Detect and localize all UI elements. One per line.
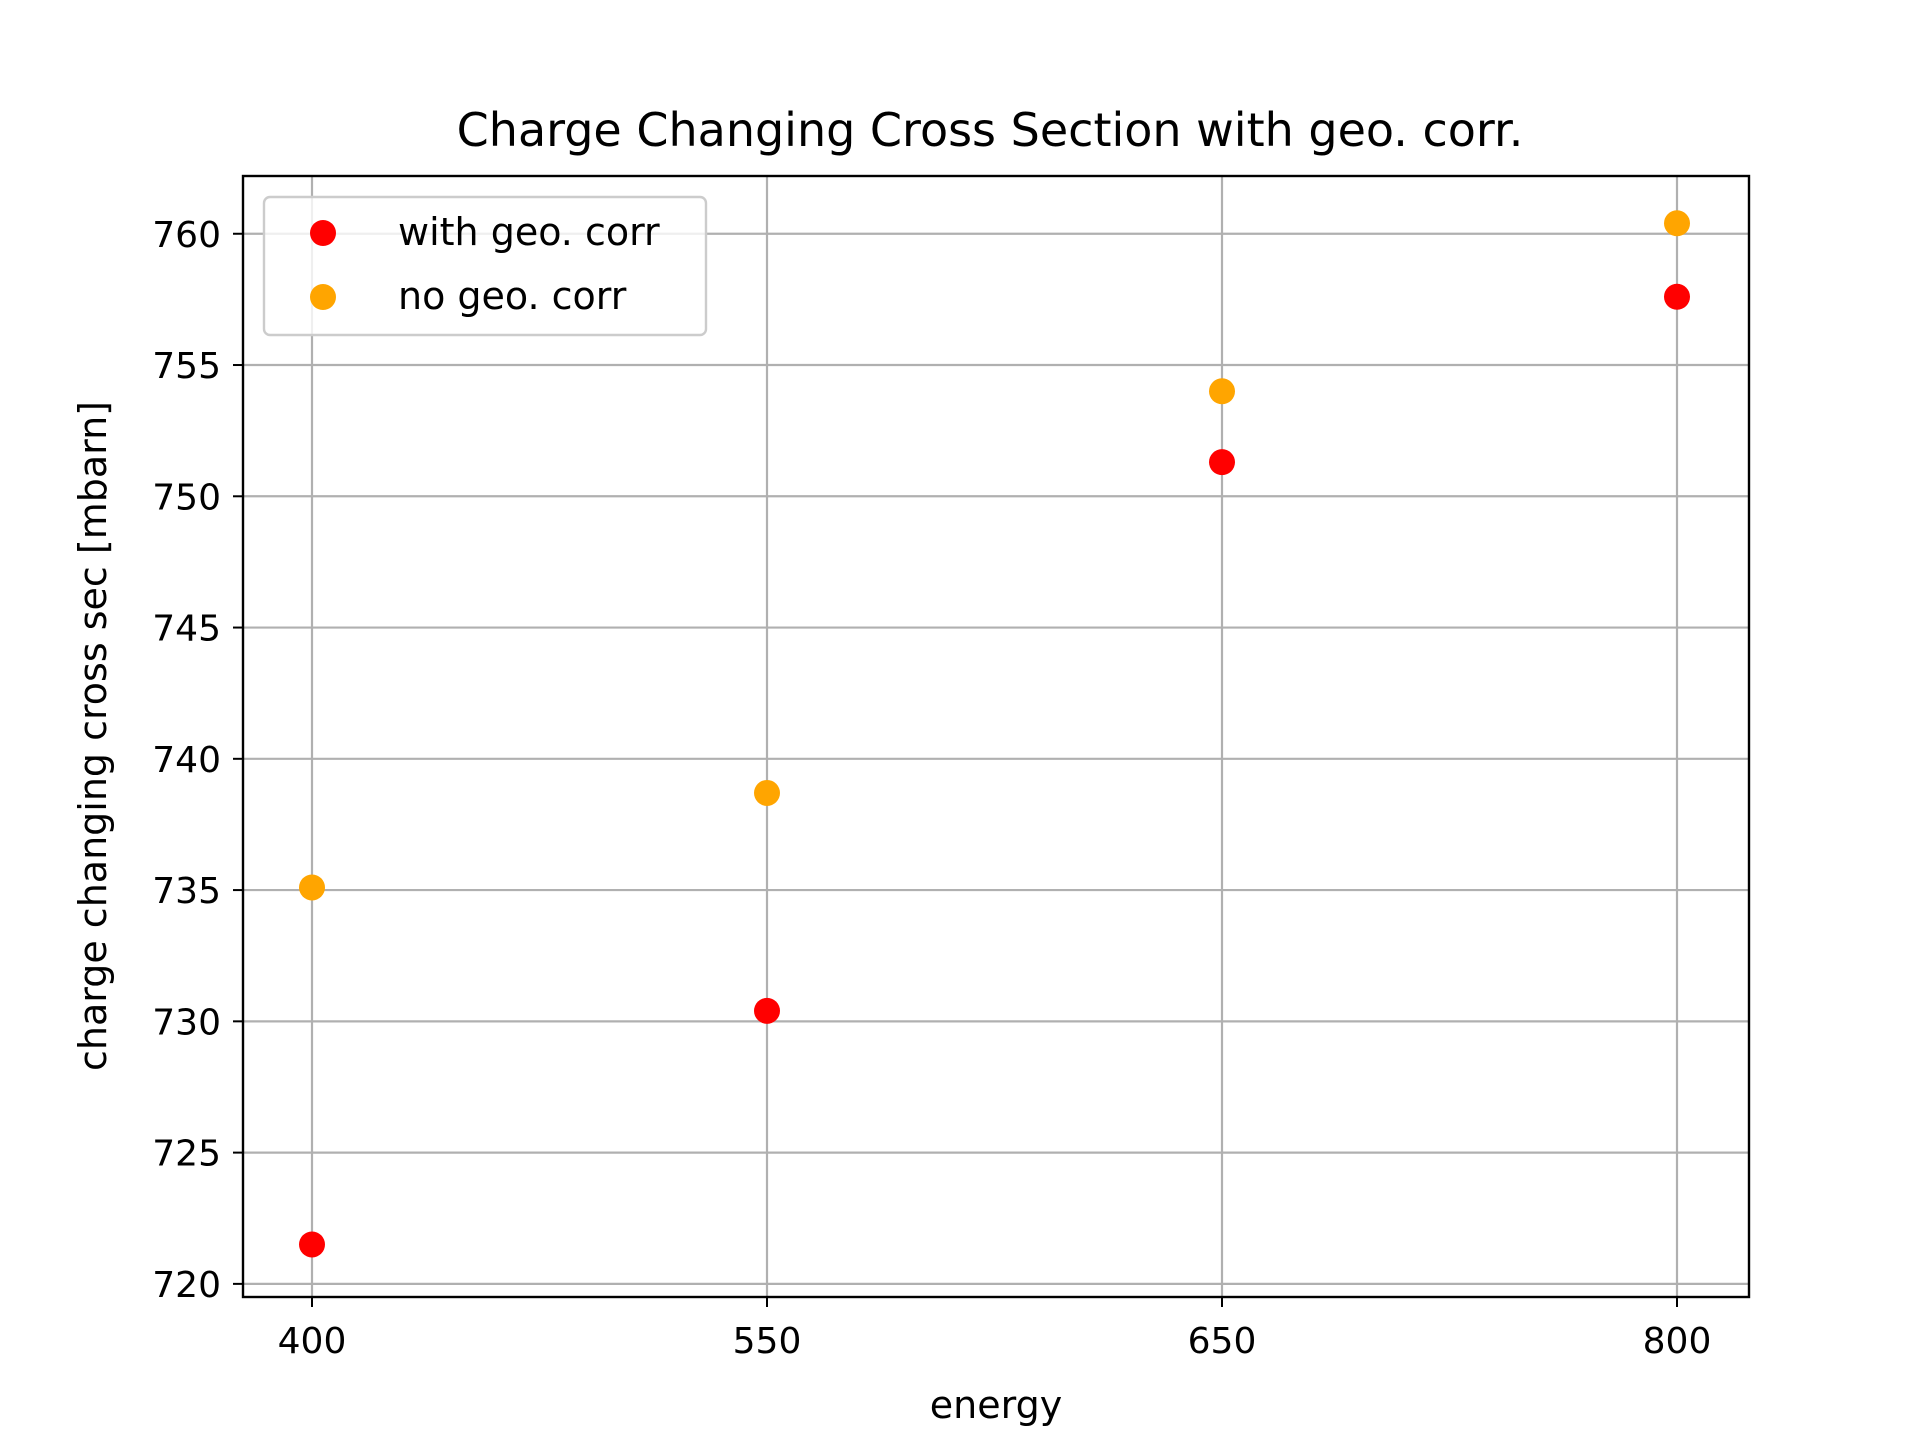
legend-label-no-geo-corr: no geo. corr	[398, 274, 627, 318]
y-tick-label: 730	[152, 1002, 221, 1043]
plot-frame	[241, 174, 1751, 1299]
legend-marker-with-geo-corr	[310, 220, 336, 246]
y-axis-label: charge changing cross sec [mbarn]	[71, 401, 115, 1071]
x-axis-label: energy	[930, 1383, 1062, 1427]
legend-box	[262, 195, 708, 337]
point-with-geo-corr	[1664, 283, 1690, 310]
y-tick-label: 720	[152, 1265, 221, 1306]
x-tick-label: 400	[278, 1321, 347, 1362]
y-tick-label: 725	[152, 1134, 221, 1175]
y-tick-label: 735	[152, 871, 221, 912]
y-tick-label: 760	[152, 215, 221, 256]
x-tick-label: 550	[733, 1321, 802, 1362]
x-tick-label: 800	[1643, 1321, 1712, 1362]
y-tick-label: 750	[152, 477, 221, 518]
y-tick-label: 745	[152, 609, 221, 650]
x-tick-label: 650	[1188, 1321, 1257, 1362]
y-tick-label: 755	[152, 346, 221, 387]
point-no-geo-corr	[1209, 378, 1235, 405]
point-no-geo-corr	[1664, 210, 1690, 237]
y-tick-label: 740	[152, 740, 221, 781]
grid-layer	[243, 176, 1749, 1297]
ticks-layer: 400 550 650 800 720 725 730 735 740 745 750 755 760	[152, 215, 1711, 1362]
legend-marker-no-geo-corr	[310, 284, 336, 310]
points-layer	[299, 210, 1690, 1258]
point-with-geo-corr	[754, 997, 780, 1024]
point-no-geo-corr	[754, 779, 780, 806]
point-with-geo-corr	[299, 1231, 325, 1258]
chart-title: Charge Changing Cross Section with geo. …	[457, 103, 1524, 157]
point-with-geo-corr	[1209, 449, 1235, 476]
legend-label-with-geo-corr: with geo. corr	[398, 210, 660, 254]
legend: with geo. corr no geo. corr	[262, 195, 708, 337]
point-no-geo-corr	[299, 874, 325, 901]
